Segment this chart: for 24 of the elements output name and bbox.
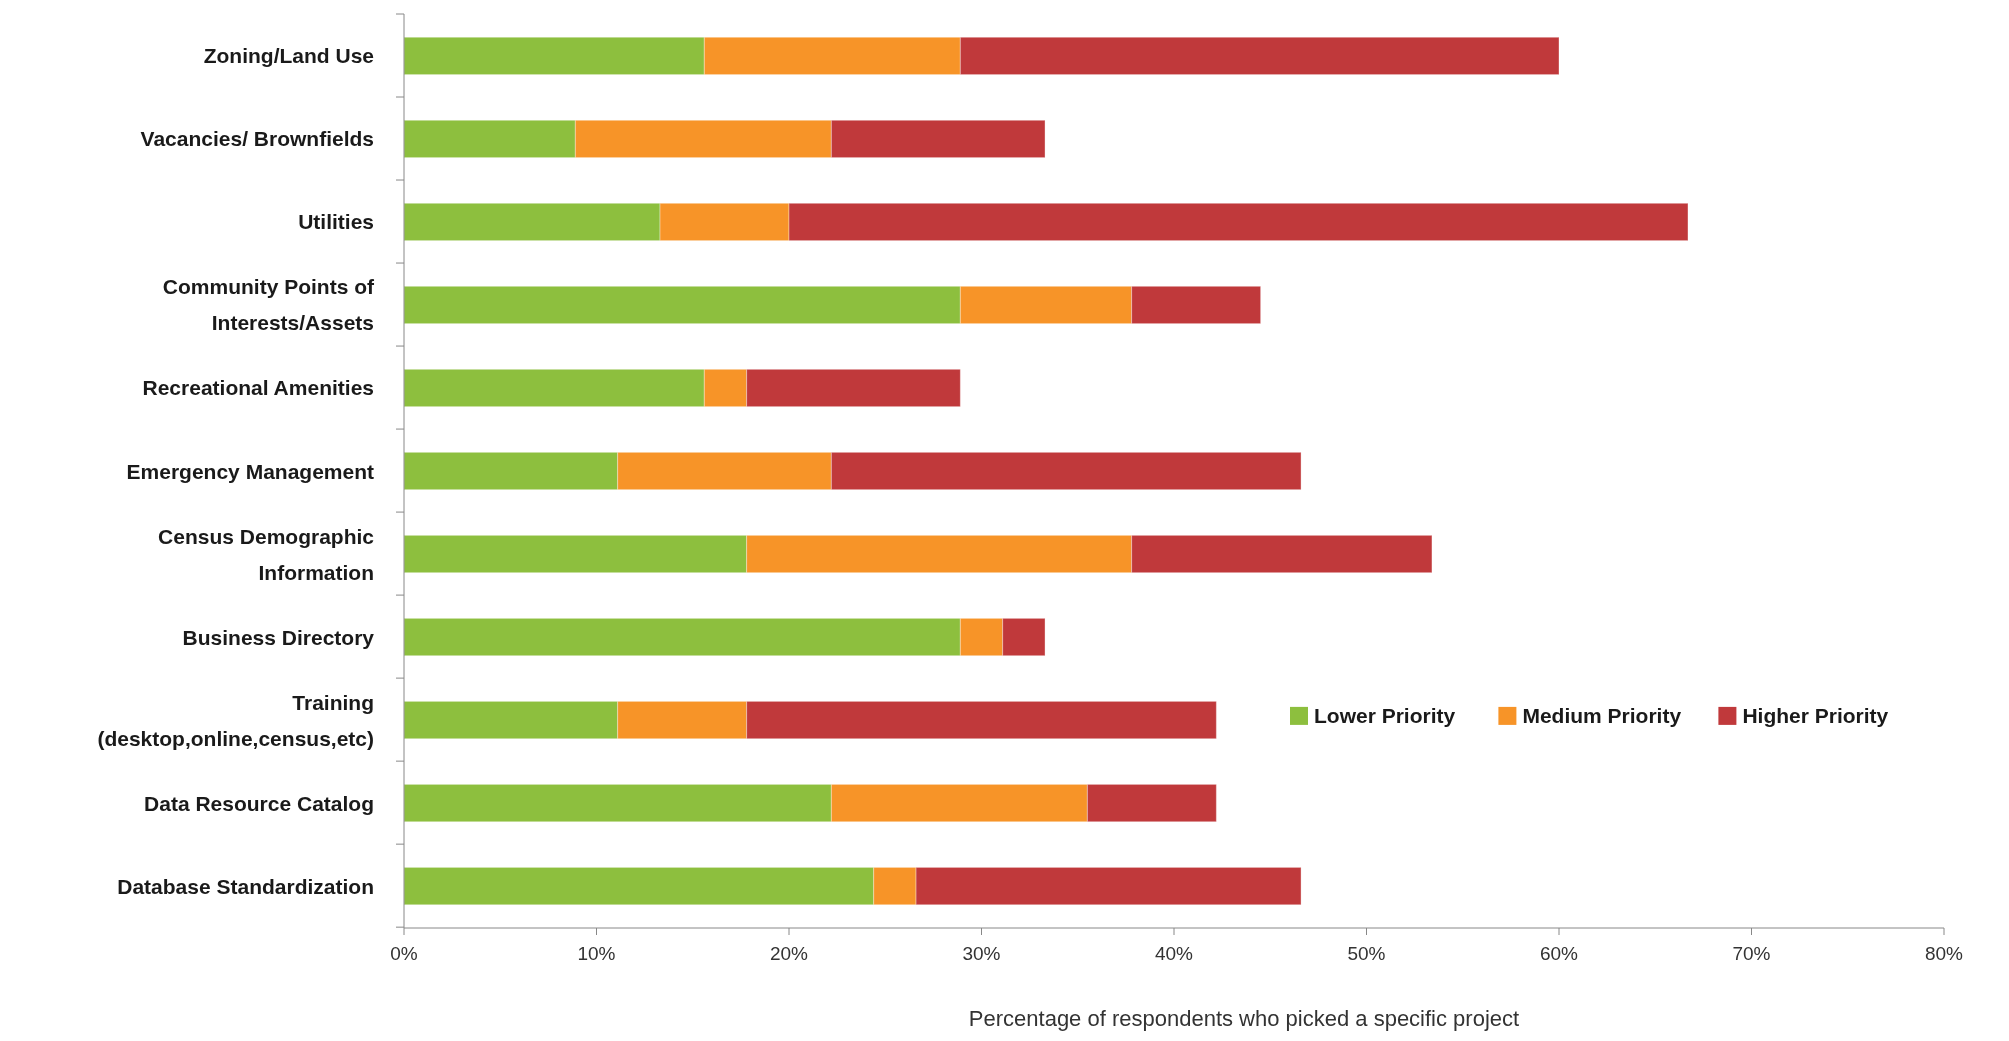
x-tick-label: 80% — [1924, 943, 1964, 964]
x-axis-title: Percentage of respondents who picked a specific project — [968, 1006, 1520, 1031]
y-tick-label: Recreational Amenities — [142, 376, 374, 400]
x-tick-label: 10% — [577, 943, 616, 964]
legend-label: Medium Priority — [1522, 704, 1682, 728]
legend-label: Higher Priority — [1742, 704, 1889, 728]
y-tick-label: Census Demographic Information — [158, 524, 375, 584]
x-tick-label: 60% — [1539, 943, 1579, 964]
y-tick-label: Database Standardization — [117, 874, 374, 898]
x-tick-label: 50% — [1347, 943, 1386, 964]
x-tick-label: 0% — [390, 943, 418, 964]
y-tick-label: Vacancies/ Brownfields — [140, 127, 374, 151]
y-tick-label: Utilities — [298, 210, 374, 234]
x-tick-label: 30% — [962, 943, 1001, 964]
x-tick-label: 40% — [1154, 943, 1194, 964]
y-tick-label: Data Resource Catalog — [144, 791, 374, 815]
y-tick-label: Zoning/Land Use — [203, 44, 374, 68]
legend-label: Lower Priority — [1314, 704, 1456, 728]
y-tick-label: Training (desktop,online,census,etc) — [97, 690, 374, 750]
x-tick-label: 70% — [1732, 943, 1771, 964]
y-tick-label: Community Points of Interests/Assets — [162, 275, 375, 335]
x-tick-label: 20% — [769, 943, 809, 964]
y-tick-label: Emergency Management — [126, 459, 374, 483]
y-tick-label: Business Directory — [182, 625, 375, 649]
